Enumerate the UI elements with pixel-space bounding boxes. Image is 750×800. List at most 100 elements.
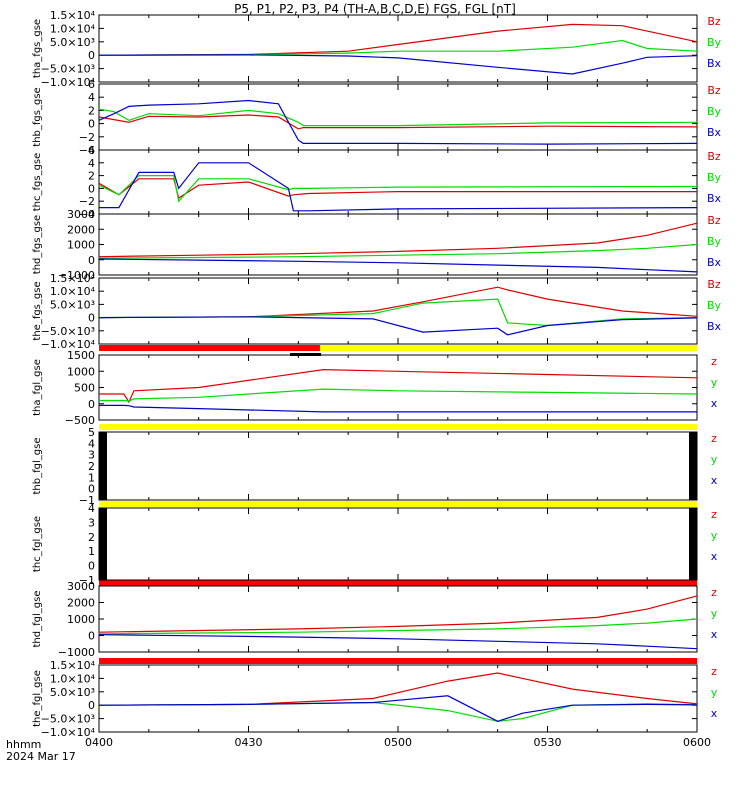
y-tick-label: 1.5×10⁴	[50, 272, 96, 285]
series-line	[98, 618, 698, 635]
series-line	[98, 672, 698, 706]
y-tick-label: 0	[88, 49, 95, 62]
series-line	[98, 108, 698, 127]
edge-band	[99, 508, 107, 580]
legend-label: x	[711, 707, 718, 720]
y-tick-label: 4	[88, 157, 95, 170]
legend-label: Bz	[707, 214, 721, 227]
y-tick-label: −500	[65, 414, 95, 427]
y-tick-label: −1	[79, 494, 95, 507]
y-axis-label: the_fgl_gse	[32, 670, 43, 727]
y-tick-label: 4	[88, 502, 95, 515]
series-line	[98, 39, 698, 56]
data-flag-bar	[99, 424, 697, 430]
data-flag-bar	[320, 345, 697, 351]
legend-label: Bx	[707, 57, 722, 70]
y-tick-label: 1	[88, 545, 95, 558]
legend-label: By	[707, 299, 722, 312]
legend-label: Bz	[707, 278, 721, 291]
y-tick-label: 0	[88, 254, 95, 267]
y-tick-label: 2000	[67, 223, 95, 236]
y-tick-label: 6	[88, 78, 95, 91]
legend-label: z	[711, 355, 717, 368]
y-tick-label: 1	[88, 471, 95, 484]
legend-label: Bx	[707, 126, 722, 139]
y-tick-label: 3	[88, 516, 95, 529]
panel-frame	[98, 277, 698, 345]
data-flag-bar	[99, 345, 320, 351]
y-axis-label: thb_fgs_gse	[32, 87, 43, 146]
y-tick-label: 1.5×10⁴	[50, 659, 96, 672]
y-tick-label: 2000	[67, 597, 95, 610]
y-tick-label: −5.0×10³	[41, 713, 95, 726]
data-flag-bar	[99, 501, 697, 507]
series-line	[99, 162, 698, 212]
panel-frame	[98, 507, 698, 581]
legend-label: z	[711, 665, 717, 678]
y-tick-label: −5.0×10³	[41, 325, 95, 338]
series-line	[98, 243, 698, 259]
y-tick-label: −4	[79, 144, 95, 157]
legend-label: z	[711, 508, 717, 521]
y-tick-label: 1000	[67, 239, 95, 252]
legend-label: Bz	[707, 15, 721, 28]
series-line	[98, 54, 698, 75]
y-axis-label: tha_fgl_gse	[32, 359, 43, 416]
edge-band	[689, 432, 697, 500]
y-tick-label: 4	[88, 91, 95, 104]
x-tick-label: 0600	[683, 736, 711, 749]
y-tick-label: 0	[88, 483, 95, 496]
y-axis-label: thd_fgl_gse	[32, 591, 43, 648]
y-tick-label: 3	[88, 449, 95, 462]
legend-label: y	[711, 376, 718, 389]
page-title: P5, P1, P2, P3, P4 (TH-A,B,C,D,E) FGS, F…	[234, 2, 516, 16]
legend-label: y	[711, 686, 718, 699]
y-tick-label: −4	[79, 208, 95, 221]
y-axis-label: thd_fgs_gse	[32, 215, 43, 274]
y-tick-label: −1.0×10⁴	[41, 76, 96, 89]
y-tick-label: 1.0×10⁴	[50, 22, 96, 35]
x-tick-label: 0430	[235, 736, 263, 749]
y-tick-label: −5.0×10³	[41, 63, 95, 76]
y-tick-label: 5.0×10³	[50, 686, 95, 699]
data-flag-bar	[99, 658, 697, 664]
series-line	[99, 368, 698, 404]
series-line	[98, 286, 698, 319]
y-axis-label: tha_fgs_gse	[32, 19, 43, 78]
legend-label: y	[711, 607, 718, 620]
x-tick-label: 0400	[85, 736, 113, 749]
y-tick-label: 3000	[67, 208, 95, 221]
legend-label: x	[711, 397, 718, 410]
y-tick-label: 1000	[67, 365, 95, 378]
y-tick-label: 1.0×10⁴	[50, 285, 96, 298]
y-tick-label: −1000	[58, 269, 95, 282]
legend-label: x	[711, 550, 718, 563]
y-tick-label: −2	[79, 195, 95, 208]
legend-label: By	[707, 235, 722, 248]
y-tick-label: 2	[88, 170, 95, 183]
series-line	[98, 298, 698, 327]
x-tick-label: 0500	[384, 736, 412, 749]
y-tick-label: 0	[88, 699, 95, 712]
panel-frame	[98, 585, 698, 653]
panel-frame	[98, 149, 698, 215]
edge-band	[99, 432, 107, 500]
date-label: 2024 Mar 17	[6, 750, 76, 763]
legend-label: Bx	[707, 256, 722, 269]
y-tick-label: 6	[88, 144, 95, 157]
series-line	[99, 388, 698, 402]
y-tick-label: 1.0×10⁴	[50, 672, 96, 685]
y-tick-label: 0	[88, 398, 95, 411]
legend-label: By	[707, 105, 722, 118]
data-flag-bar	[99, 580, 697, 586]
y-tick-label: 5	[88, 426, 95, 439]
y-axis-label: thc_fgs_gse	[32, 153, 43, 212]
series-line	[98, 634, 698, 650]
legend-label: By	[707, 171, 722, 184]
series-line	[98, 175, 698, 203]
legend-label: x	[711, 474, 718, 487]
legend-label: z	[711, 432, 717, 445]
edge-band	[689, 508, 697, 580]
panel-frame	[98, 431, 698, 501]
series-line	[98, 178, 697, 199]
